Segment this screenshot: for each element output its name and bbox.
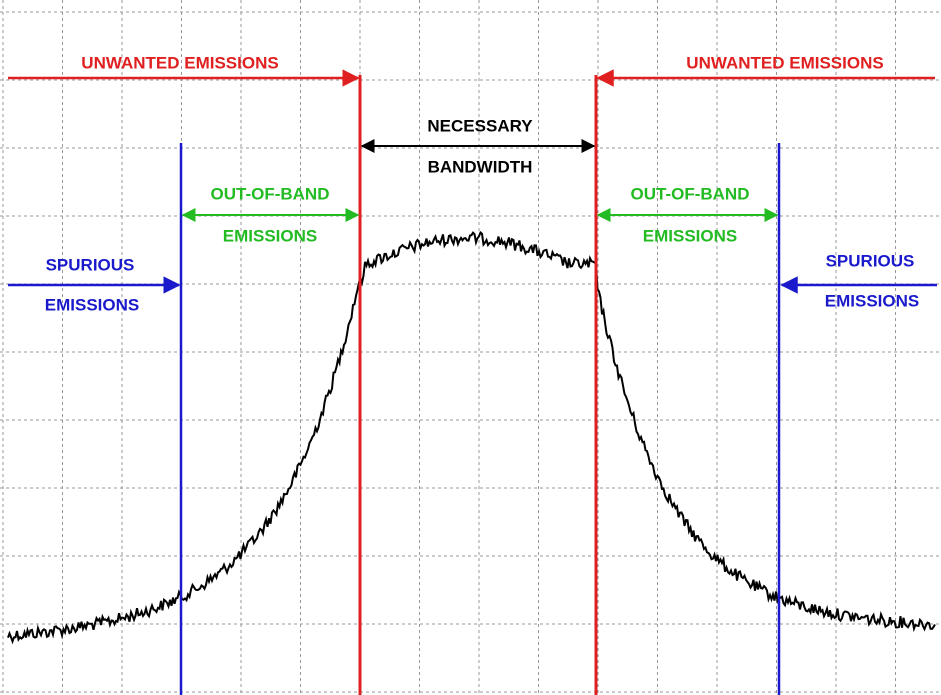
label: NECESSARY [427,116,533,135]
label: UNWANTED EMISSIONS [81,53,278,72]
label: OUT-OF-BAND [211,184,330,203]
label: SPURIOUS [826,251,915,270]
label: EMISSIONS [825,291,919,310]
label: SPURIOUS [46,255,135,274]
label: BANDWIDTH [428,157,533,176]
label: UNWANTED EMISSIONS [686,53,883,72]
label: EMISSIONS [223,226,317,245]
label: EMISSIONS [45,295,139,314]
label: OUT-OF-BAND [631,184,750,203]
label: EMISSIONS [643,226,737,245]
spectrum-trace [7,230,936,645]
